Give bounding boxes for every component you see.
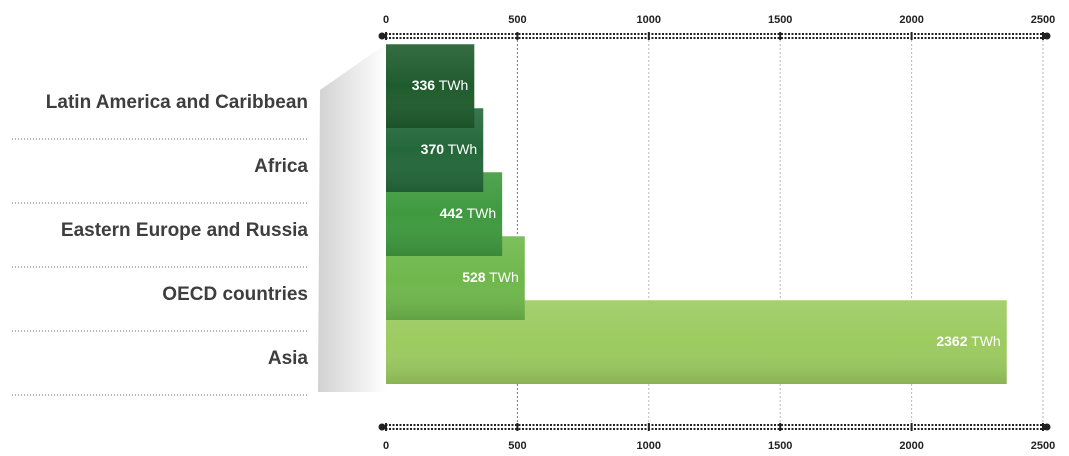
bottom-axis: 0 500 1000 1500 2000 2500 <box>378 423 1055 452</box>
tick-label: 1500 <box>768 440 792 451</box>
category-label: Asia <box>268 348 309 369</box>
axis-tick <box>647 32 650 40</box>
bar-value-label: 370 TWh <box>421 141 478 157</box>
bar-group: 336 TWh <box>386 44 475 128</box>
axis-cap <box>1043 423 1051 431</box>
bar-value-unit: TWh <box>444 141 477 157</box>
bar-value-unit: TWh <box>435 77 468 93</box>
axis-tick <box>779 32 782 40</box>
bar-stack-shadow <box>318 44 386 392</box>
axis-cap <box>1043 32 1051 40</box>
axis-tick <box>779 423 782 431</box>
tick-label: 0 <box>383 440 389 451</box>
axis-tick <box>516 32 519 40</box>
tick-label: 2500 <box>1031 440 1055 451</box>
tick-label: 500 <box>508 14 526 26</box>
axis-tick <box>385 32 387 40</box>
axis-tick <box>385 423 387 431</box>
tick-label: 2000 <box>899 440 923 451</box>
axis-tick <box>910 32 913 40</box>
tick-label: 2000 <box>899 14 923 26</box>
axis-tick <box>647 423 650 431</box>
axis-tick <box>516 423 519 431</box>
bar-value-number: 528 <box>462 269 486 285</box>
bar-value-number: 2362 <box>936 333 967 349</box>
bar-value-unit: TWh <box>968 333 1001 349</box>
axis-cap <box>378 32 386 40</box>
top-axis: 0 500 1000 1500 2000 2500 <box>378 14 1055 40</box>
tick-label: 1500 <box>768 14 792 26</box>
tick-label: 0 <box>383 14 389 26</box>
axis-tick <box>910 423 913 431</box>
tick-label: 1000 <box>637 440 661 451</box>
category-label: OECD countries <box>162 284 308 305</box>
category-label: Latin America and Caribbean <box>46 92 308 113</box>
axis-tick <box>1042 423 1044 431</box>
tick-label: 1000 <box>637 14 661 26</box>
bar-value-number: 336 <box>412 77 436 93</box>
category-label: Africa <box>254 156 308 177</box>
bar-value-label: 528 TWh <box>462 269 519 285</box>
bar-value-number: 370 <box>421 141 445 157</box>
bar-value-label: 442 TWh <box>440 205 497 221</box>
bar-shade <box>386 44 475 128</box>
category-label: Eastern Europe and Russia <box>61 220 309 241</box>
bar-value-label: 336 TWh <box>412 77 469 93</box>
tick-label: 2500 <box>1031 14 1055 26</box>
bar-value-label: 2362 TWh <box>936 333 1000 349</box>
bar-value-unit: TWh <box>463 205 496 221</box>
axis-tick <box>1042 32 1044 40</box>
tick-label: 500 <box>508 440 526 451</box>
bar-value-number: 442 <box>440 205 464 221</box>
axis-cap <box>378 423 386 431</box>
bar-value-unit: TWh <box>486 269 519 285</box>
